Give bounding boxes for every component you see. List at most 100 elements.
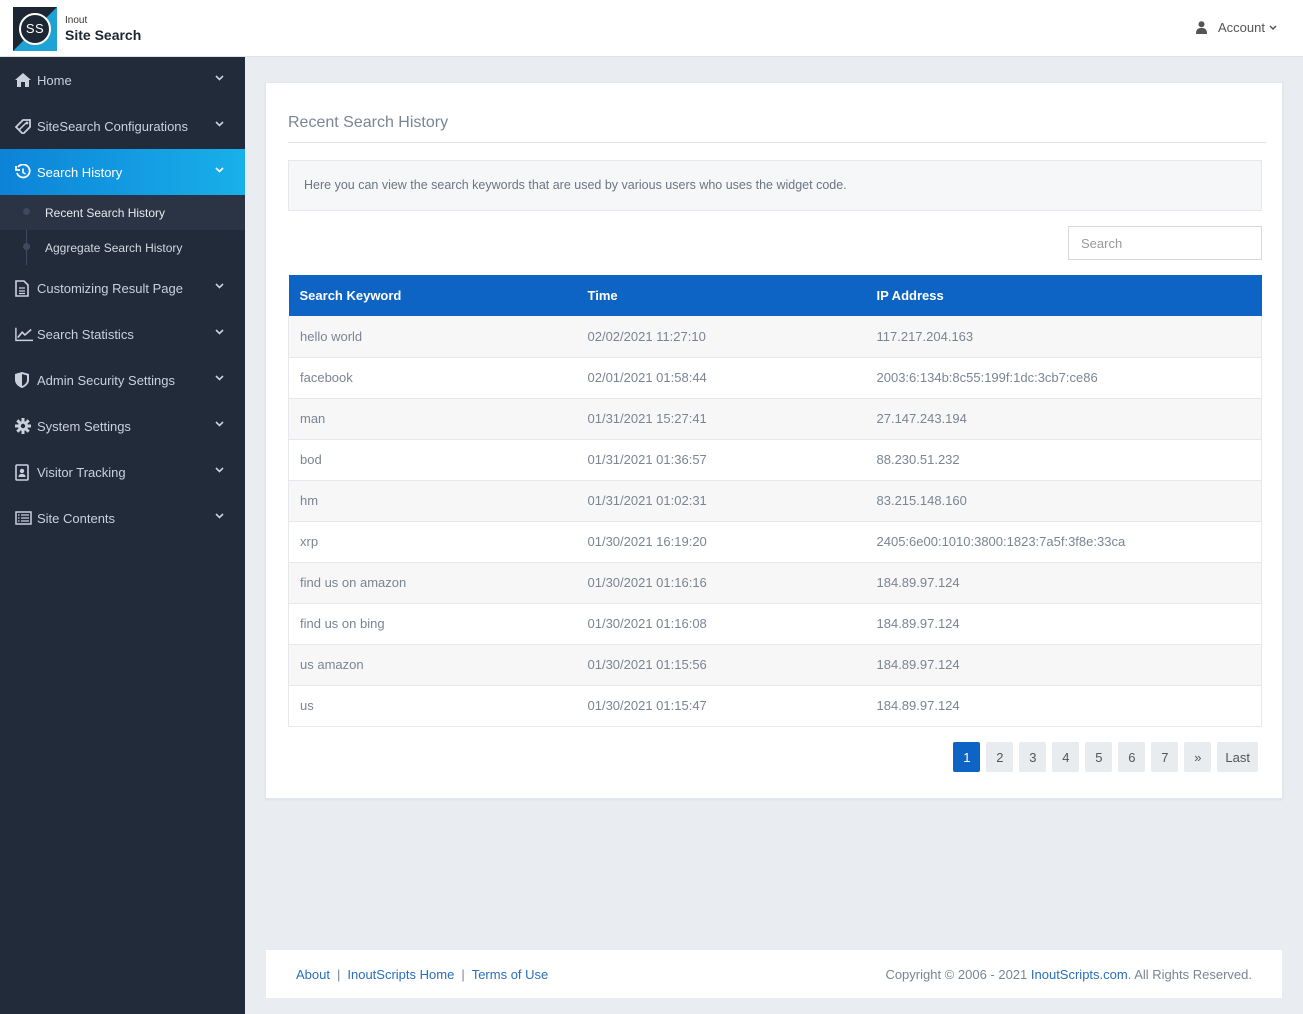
table-row: find us on amazon 01/30/2021 01:16:16 184.… bbox=[288, 562, 1262, 603]
logo-title: Site Search bbox=[65, 27, 142, 43]
chevron-down-icon bbox=[215, 467, 224, 473]
chevron-down-icon bbox=[215, 167, 224, 173]
chart-icon bbox=[15, 326, 33, 342]
logo-small-text: Inout bbox=[65, 15, 88, 26]
page-6-button[interactable]: 6 bbox=[1118, 742, 1146, 772]
table-row: hm 01/31/2021 01:02:31 83.215.148.160 bbox=[288, 480, 1262, 521]
shield-icon bbox=[15, 372, 33, 388]
footer-link-terms-of-use[interactable]: Terms of Use bbox=[471, 966, 549, 982]
page-title: Recent Search History bbox=[288, 114, 449, 131]
footer-separator: | bbox=[461, 966, 465, 982]
page-2-button[interactable]: 2 bbox=[986, 742, 1014, 772]
recent-search-history-card: Recent Search History Here you can view … bbox=[265, 82, 1283, 799]
time-cell: 01/30/2021 01:15:47 bbox=[587, 698, 707, 713]
bullet-icon bbox=[23, 208, 30, 215]
footer-link-about[interactable]: About bbox=[296, 966, 330, 982]
document-icon bbox=[15, 279, 33, 297]
keyword-cell: xrp bbox=[300, 534, 319, 549]
sidebar-subitem-recent-search-history[interactable]: Recent Search History bbox=[0, 195, 245, 230]
chevron-down-icon bbox=[215, 375, 224, 381]
sidebar: Home SiteSearch Configurations Search Hi… bbox=[0, 57, 245, 1014]
account-menu[interactable]: Account bbox=[1196, 20, 1288, 35]
pagination: 1 2 3 4 5 6 7 » Last bbox=[947, 742, 1258, 772]
user-badge-icon bbox=[15, 463, 33, 481]
time-cell: 01/30/2021 01:15:56 bbox=[587, 657, 707, 672]
ip-cell: 117.217.204.163 bbox=[876, 328, 974, 344]
ip-cell: 184.89.97.124 bbox=[876, 616, 960, 631]
sidebar-subitem-label: Aggregate Search History bbox=[45, 240, 183, 255]
keyword-cell: us amazon bbox=[300, 657, 364, 672]
ip-cell: 2405:6e00:1010:3800:1823:7a5f:3f8e:33ca bbox=[876, 534, 1126, 549]
history-icon bbox=[15, 164, 33, 180]
sidebar-item-visitor-tracking[interactable]: Visitor Tracking bbox=[0, 449, 245, 495]
info-message: Here you can view the search keywords th… bbox=[288, 160, 1262, 211]
list-icon bbox=[15, 510, 33, 526]
time-cell: 01/31/2021 01:02:31 bbox=[587, 493, 707, 508]
page-3-button[interactable]: 3 bbox=[1019, 742, 1047, 772]
logo-mark: SS bbox=[13, 7, 57, 51]
page-5-button[interactable]: 5 bbox=[1085, 742, 1113, 772]
chevron-down-icon bbox=[1269, 24, 1277, 30]
account-label: Account bbox=[1218, 20, 1265, 35]
ip-cell: 2003:6:134b:8c55:199f:1dc:3cb7:ce86 bbox=[876, 370, 1098, 385]
ip-cell: 184.89.97.124 bbox=[876, 575, 960, 590]
footer-link-inoutscripts-home[interactable]: InoutScripts Home bbox=[347, 966, 455, 982]
sidebar-item-system-settings[interactable]: System Settings bbox=[0, 403, 245, 449]
footer: About | InoutScripts Home | Terms of Use Cop… bbox=[266, 950, 1282, 998]
ip-cell: 184.89.97.124 bbox=[876, 698, 960, 713]
sidebar-item-home[interactable]: Home bbox=[0, 57, 245, 103]
divider bbox=[288, 142, 1266, 143]
last-page-button[interactable]: Last bbox=[1217, 742, 1258, 772]
ip-cell: 184.89.97.124 bbox=[876, 657, 960, 672]
sidebar-item-customizing-result-page[interactable]: Customizing Result Page bbox=[0, 265, 245, 311]
copyright-suffix: . All Rights Reserved. bbox=[1127, 966, 1252, 982]
search-history-submenu: Recent Search History Aggregate Search H… bbox=[0, 195, 245, 265]
keyword-cell: hello world bbox=[300, 328, 363, 344]
table-row: find us on bing 01/30/2021 01:16:08 184.89… bbox=[288, 603, 1262, 644]
footer-separator: | bbox=[336, 966, 341, 982]
copyright-link[interactable]: InoutScripts.com bbox=[1030, 966, 1128, 982]
ip-cell: 88.230.51.232 bbox=[876, 452, 960, 467]
table-row: man 01/31/2021 15:27:41 27.147.243.194 bbox=[288, 398, 1262, 439]
search-history-table: Search Keyword Time IP Address hello wor… bbox=[288, 275, 1262, 727]
column-header-time[interactable]: Time bbox=[587, 288, 618, 303]
table-header-row: Search Keyword Time IP Address bbox=[288, 275, 1262, 316]
sidebar-item-search-statistics[interactable]: Search Statistics bbox=[0, 311, 245, 357]
page-7-button[interactable]: 7 bbox=[1151, 742, 1179, 772]
user-icon bbox=[1196, 21, 1208, 34]
page-4-button[interactable]: 4 bbox=[1052, 742, 1080, 772]
keyword-cell: hm bbox=[300, 493, 319, 508]
top-header: SS Inout Site Search Account bbox=[0, 0, 1303, 57]
keyword-cell: bod bbox=[300, 452, 322, 467]
sidebar-item-label: Visitor Tracking bbox=[37, 464, 126, 480]
keyword-cell: man bbox=[300, 411, 326, 426]
sidebar-item-label: Customizing Result Page bbox=[37, 280, 183, 296]
page-1-button[interactable]: 1 bbox=[953, 742, 981, 772]
column-header-search-keyword[interactable]: Search Keyword bbox=[299, 288, 402, 303]
next-page-button[interactable]: » bbox=[1184, 742, 1212, 772]
sidebar-item-site-contents[interactable]: Site Contents bbox=[0, 495, 245, 541]
chevron-down-icon bbox=[215, 513, 224, 519]
sidebar-item-label: Site Contents bbox=[37, 510, 116, 526]
time-cell: 01/30/2021 01:16:16 bbox=[587, 575, 707, 590]
sidebar-item-admin-security-settings[interactable]: Admin Security Settings bbox=[0, 357, 245, 403]
bullet-icon bbox=[23, 243, 30, 250]
time-cell: 02/01/2021 01:58:44 bbox=[587, 370, 707, 385]
chevron-down-icon bbox=[215, 329, 224, 335]
sidebar-subitem-label: Recent Search History bbox=[45, 205, 166, 220]
time-cell: 02/02/2021 11:27:10 bbox=[587, 328, 706, 344]
column-header-ip-address[interactable]: IP Address bbox=[876, 288, 944, 303]
sidebar-item-label: Search Statistics bbox=[37, 326, 134, 342]
chevron-down-icon bbox=[215, 283, 224, 289]
sidebar-item-sitesearch-configurations[interactable]: SiteSearch Configurations bbox=[0, 103, 245, 149]
sidebar-item-search-history[interactable]: Search History bbox=[0, 149, 245, 195]
logo[interactable]: SS Inout Site Search bbox=[13, 7, 141, 51]
ip-cell: 83.215.148.160 bbox=[876, 493, 967, 508]
sidebar-item-label: SiteSearch Configurations bbox=[37, 118, 189, 134]
sidebar-item-label: Admin Security Settings bbox=[37, 372, 176, 388]
tag-icon bbox=[15, 118, 33, 134]
table-row: xrp 01/30/2021 16:19:20 2405:6e00:1010:380… bbox=[288, 521, 1262, 562]
table-row: us 01/30/2021 01:15:47 184.89.97.124 bbox=[288, 685, 1262, 726]
search-input[interactable] bbox=[1068, 226, 1262, 260]
sidebar-subitem-aggregate-search-history[interactable]: Aggregate Search History bbox=[0, 230, 245, 265]
